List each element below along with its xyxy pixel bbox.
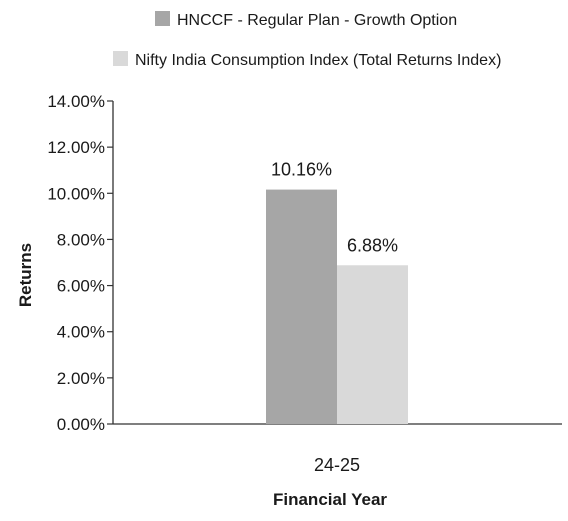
bar-2 [337,265,408,424]
x-tick-label: 24-25 [314,455,360,475]
y-tick-label: 4.00% [57,323,105,342]
bar-1 [266,189,337,424]
y-tick-label: 14.00% [47,92,105,111]
legend-swatch-2 [113,51,128,66]
legend-label-2: Nifty India Consumption Index (Total Ret… [135,52,501,69]
y-axis-title: Returns [16,243,35,307]
y-tick-label: 2.00% [57,369,105,388]
bars: 10.16% 6.88% 24-25 [266,160,408,475]
legend: HNCCF - Regular Plan - Growth Option Nift… [113,11,501,69]
y-tick-label: 10.00% [47,184,105,203]
legend-label-1: HNCCF - Regular Plan - Growth Option [177,12,457,29]
y-tick-label: 6.00% [57,277,105,296]
axes: 0.00% 2.00% 4.00% 6.00% 8.00% 10.00% 12.00% 14.… [47,92,562,434]
y-tick-label: 8.00% [57,230,105,249]
x-axis-title: Financial Year [273,490,387,509]
data-label-1: 10.16% [271,160,332,180]
data-label-2: 6.88% [347,235,398,255]
y-tick-label: 12.00% [47,138,105,157]
y-tick-label: 0.00% [57,415,105,434]
legend-swatch-1 [155,11,170,26]
